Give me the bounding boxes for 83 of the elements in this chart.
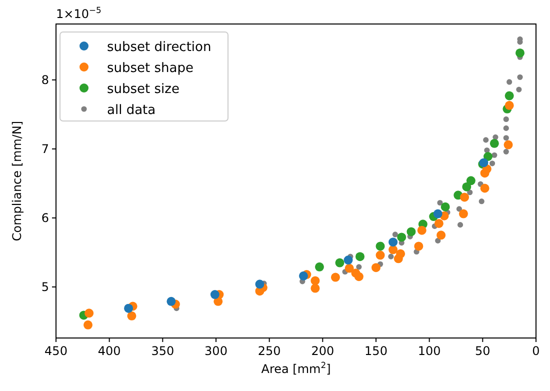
legend-label: all data — [107, 103, 156, 118]
point — [460, 192, 470, 202]
point — [504, 100, 514, 110]
point — [376, 242, 385, 251]
point — [392, 232, 398, 238]
point — [376, 250, 385, 260]
legend-label: subset size — [107, 82, 180, 97]
point — [492, 152, 498, 158]
point — [310, 284, 320, 293]
x-tick-label: 100 — [418, 344, 441, 358]
point — [456, 206, 462, 212]
point — [503, 135, 509, 141]
y-tick-label: 7 — [41, 142, 49, 156]
x-axis-title: Area [mm$^{2}$] — [261, 360, 331, 376]
point — [84, 308, 94, 318]
y-tick-label: 6 — [41, 210, 49, 225]
point — [335, 258, 344, 268]
point — [506, 79, 512, 85]
point — [388, 245, 398, 254]
x-tick-label: 450 — [44, 344, 68, 358]
y-tick-label: 5 — [41, 280, 49, 294]
point — [483, 137, 489, 143]
point — [344, 264, 354, 273]
point — [356, 264, 362, 270]
point — [330, 272, 340, 282]
x-tick-label: 350 — [151, 344, 174, 358]
point — [354, 272, 364, 282]
point — [210, 290, 220, 300]
point — [124, 304, 134, 313]
point — [356, 252, 364, 262]
point — [417, 226, 426, 235]
point — [503, 116, 509, 122]
point — [458, 209, 468, 218]
point — [372, 263, 380, 272]
point — [478, 198, 484, 204]
x-tick-label: 400 — [98, 344, 121, 358]
point — [489, 160, 496, 166]
point — [414, 242, 424, 251]
y-tick-label: 8 — [41, 72, 49, 87]
point — [484, 152, 492, 161]
legend-label: subset direction — [107, 40, 212, 55]
point — [433, 209, 442, 218]
point — [166, 296, 176, 306]
point — [467, 190, 473, 196]
point — [310, 276, 320, 286]
x-tick-label: 150 — [364, 344, 388, 358]
point — [255, 280, 264, 289]
x-tick-label: 0 — [532, 344, 540, 358]
point — [503, 148, 509, 154]
point — [388, 254, 394, 260]
point — [314, 262, 324, 272]
point — [457, 222, 464, 228]
x-tick-label: 50 — [475, 344, 490, 358]
point — [440, 202, 450, 212]
point — [490, 138, 499, 148]
point — [397, 232, 406, 242]
point — [466, 176, 476, 186]
point — [492, 134, 498, 140]
x-tick-label: 200 — [311, 344, 334, 358]
point — [298, 271, 308, 280]
x-tick-label: 300 — [204, 344, 228, 358]
point — [436, 230, 446, 240]
point — [437, 200, 443, 206]
point — [504, 91, 514, 100]
point — [396, 249, 406, 258]
point — [516, 86, 522, 92]
point — [127, 311, 136, 320]
text: 1×10$^{−5}$ — [56, 5, 102, 21]
point — [462, 182, 472, 192]
point — [480, 184, 490, 193]
point — [516, 48, 524, 58]
point — [84, 320, 92, 330]
y-axis-title: Compliance [mm/N] — [10, 120, 24, 242]
point — [435, 238, 441, 244]
point — [434, 218, 444, 228]
point — [406, 227, 416, 236]
point — [388, 238, 398, 247]
point — [504, 140, 513, 150]
point — [517, 74, 523, 80]
legend-label: subset shape — [107, 61, 194, 76]
point — [344, 256, 353, 265]
point — [503, 125, 509, 131]
x-tick-label: 250 — [258, 344, 281, 358]
